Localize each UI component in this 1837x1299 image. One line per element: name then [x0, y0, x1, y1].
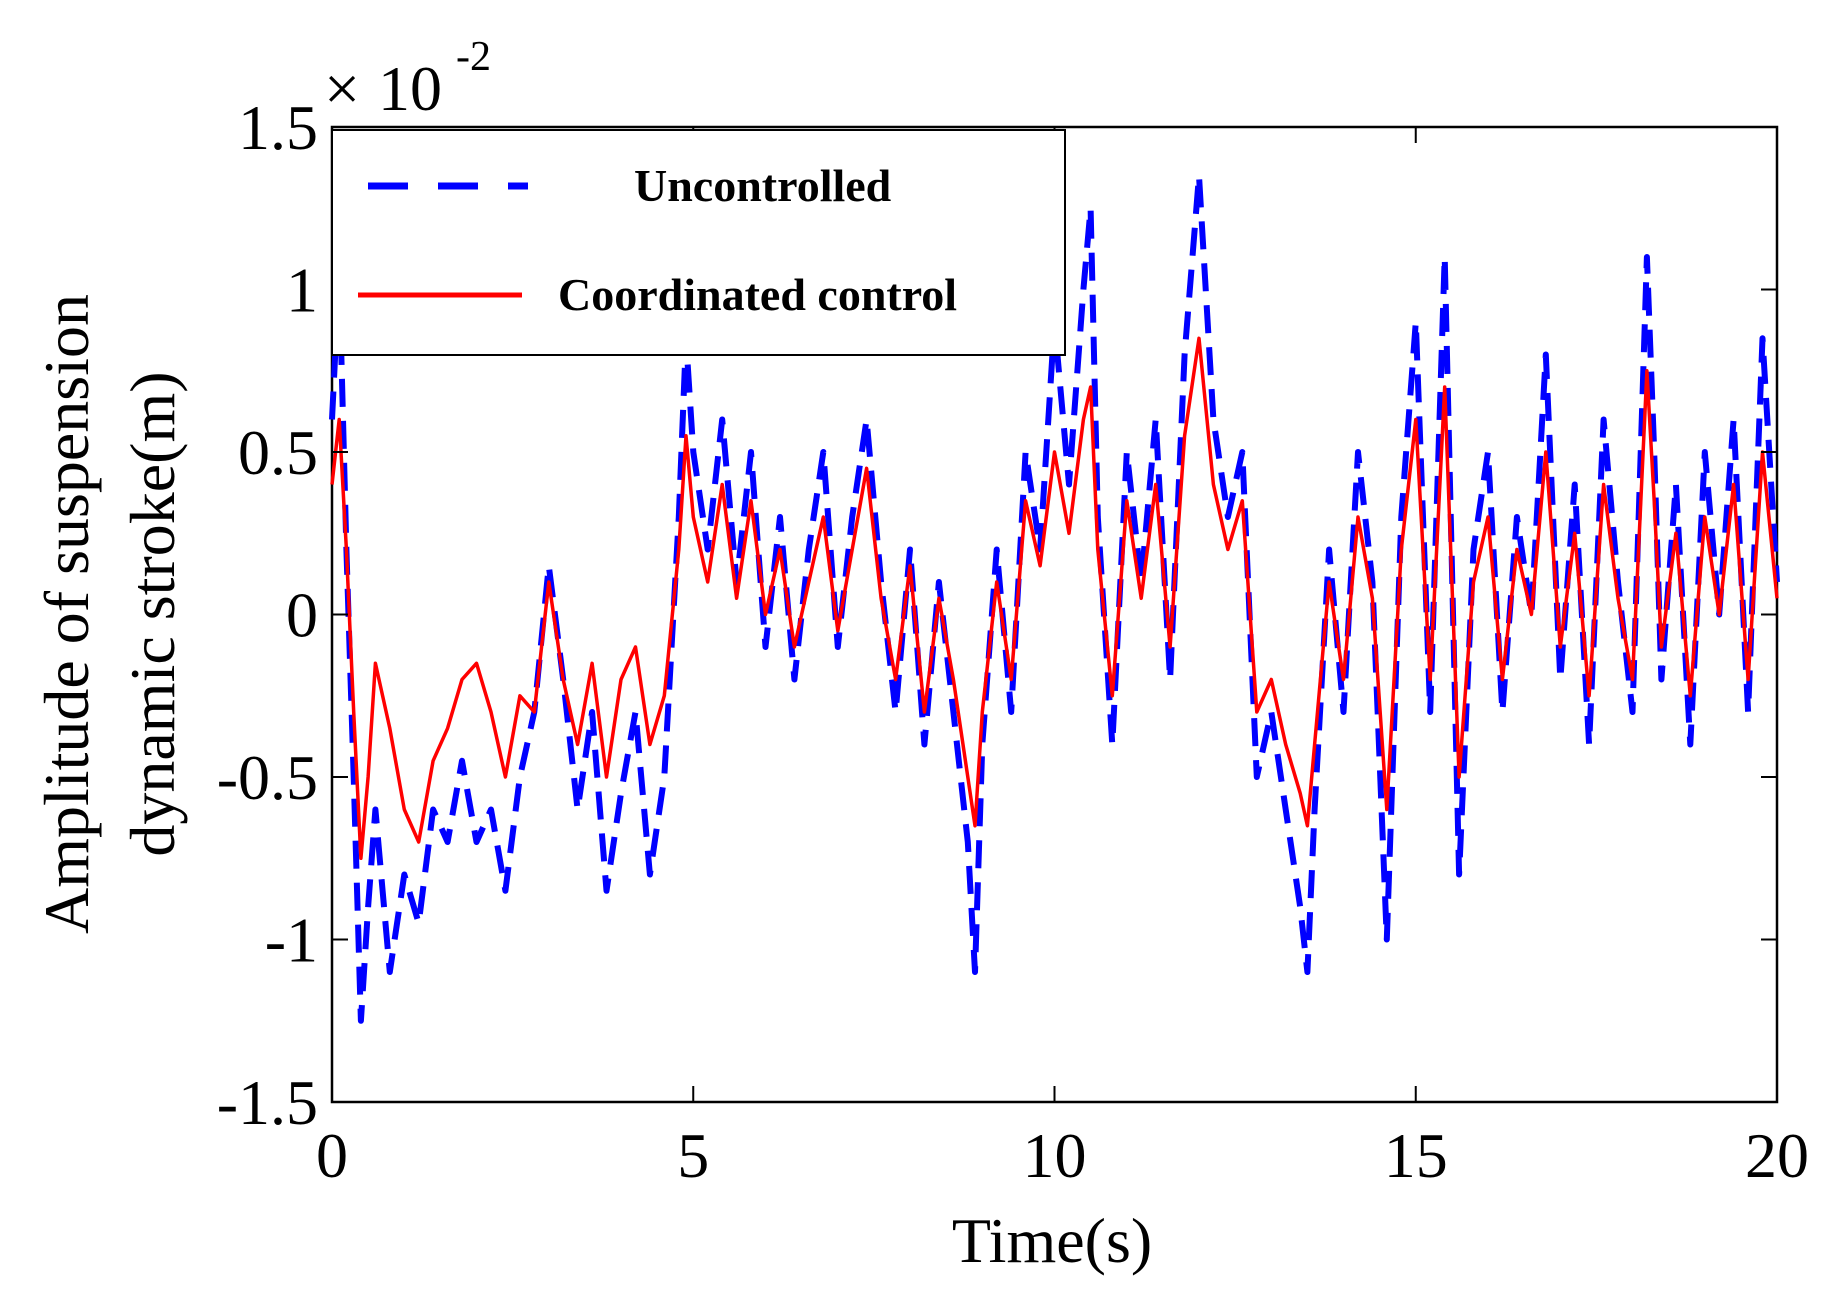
- x-tick-label: 10: [1023, 1120, 1087, 1191]
- y-tick-label: 1: [286, 255, 318, 326]
- series-layer: [329, 172, 1780, 1024]
- legend: Uncontrolled Coordinated control: [331, 129, 1066, 356]
- y-tick-label: 1.5: [238, 92, 318, 163]
- series-line-coordinated-control: [330, 336, 1779, 861]
- y-axis-title-line-2: dynamic stroke(m): [117, 371, 188, 856]
- y-tick-label: -1: [265, 905, 318, 976]
- scale-factor-base: 10: [378, 53, 442, 124]
- series-line-uncontrolled: [329, 172, 1780, 1024]
- y-tick-label: 0: [286, 580, 318, 651]
- scale-factor: × 10 -2: [324, 34, 491, 124]
- x-tick-label: 15: [1384, 1120, 1448, 1191]
- y-tick-label: -1.5: [217, 1067, 318, 1138]
- scale-factor-exponent: -2: [456, 34, 491, 80]
- y-tick-label: 0.5: [238, 417, 318, 488]
- x-tick-label: 20: [1745, 1120, 1809, 1191]
- legend-box: [331, 129, 1066, 356]
- y-axis-title: Amplitude of suspension dynamic stroke(m…: [31, 294, 188, 934]
- x-tick-label: 0: [316, 1120, 348, 1191]
- legend-label-uncontrolled: Uncontrolled: [634, 160, 892, 211]
- y-axis-title-line-1: Amplitude of suspension: [31, 294, 102, 934]
- tick-layer: 0 5 10 15 20 -1.5 -1 -0.5 0 0.5 1 1.5: [217, 92, 1809, 1191]
- legend-label-coordinated-control: Coordinated control: [558, 269, 957, 320]
- x-axis-title: Time(s): [952, 1205, 1152, 1276]
- x-tick-label: 5: [677, 1120, 709, 1191]
- y-tick-label: -0.5: [217, 742, 318, 813]
- scale-factor-prefix: ×: [324, 53, 360, 124]
